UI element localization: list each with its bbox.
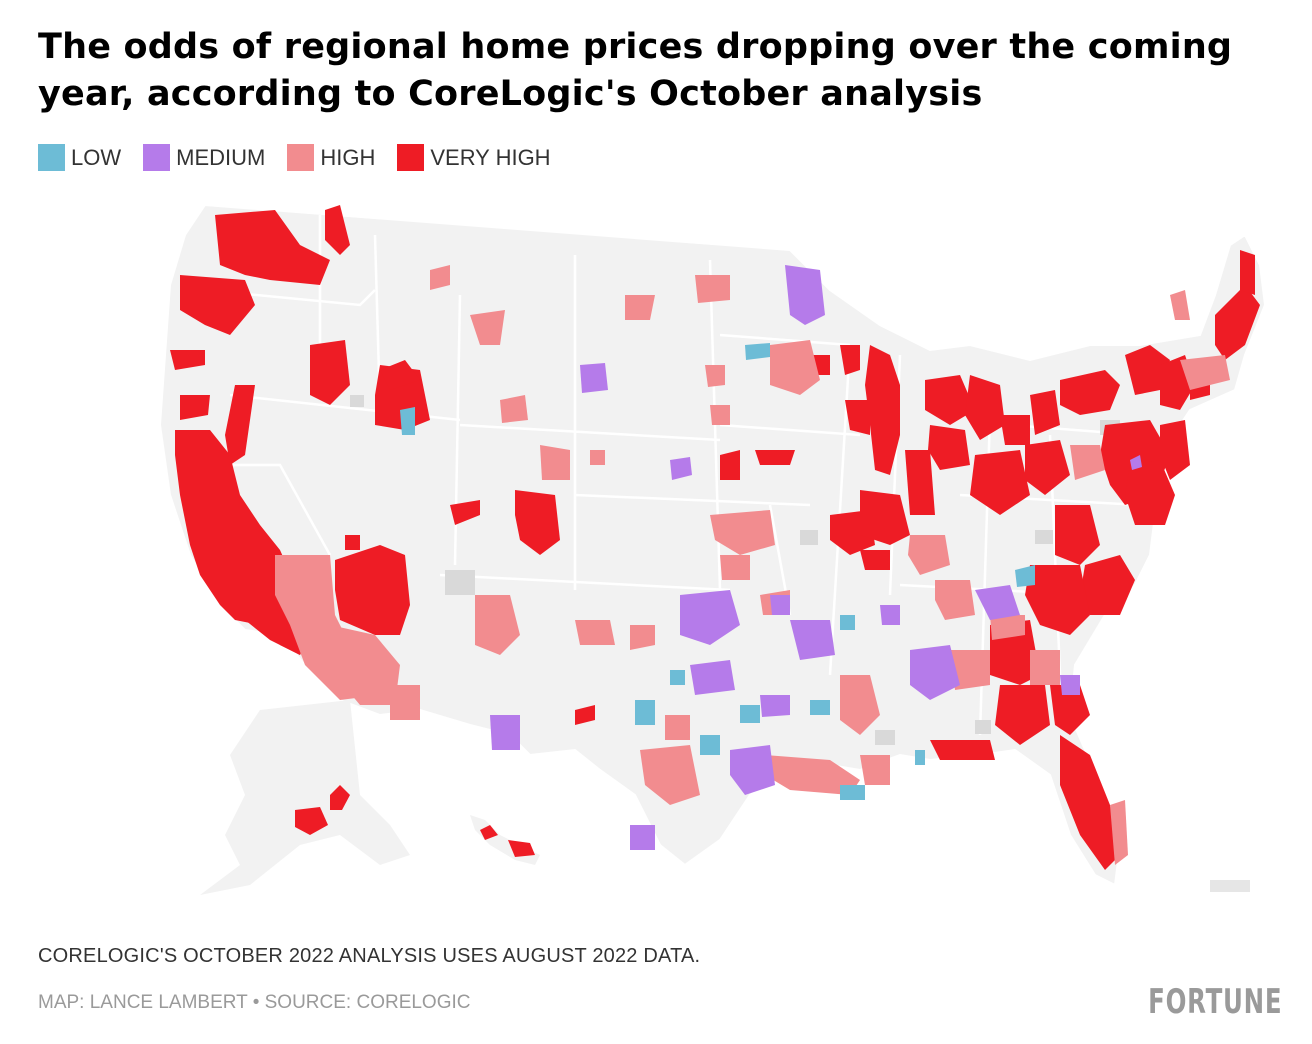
legend-label-very-high: VERY HIGH xyxy=(430,144,551,170)
legend: LOW MEDIUM HIGH VERY HIGH xyxy=(38,144,551,171)
legend-item-low: LOW xyxy=(38,144,121,171)
contiguous-us-land xyxy=(158,203,1267,887)
legend-swatch-high xyxy=(287,144,315,171)
legend-item-high: HIGH xyxy=(287,144,375,171)
legend-swatch-very-high xyxy=(397,144,425,171)
legend-label-high: HIGH xyxy=(320,144,376,170)
us-map xyxy=(30,195,1290,910)
legend-swatch-low xyxy=(38,144,65,171)
legend-label-medium: MEDIUM xyxy=(176,144,266,170)
regions-low xyxy=(400,343,1035,800)
land xyxy=(158,203,1267,895)
legend-label-low: LOW xyxy=(71,144,122,170)
chart-title: The odds of regional home prices droppin… xyxy=(38,27,1233,114)
regions-medium xyxy=(490,265,1142,850)
footnote: CORELOGIC'S OCTOBER 2022 ANALYSIS USES A… xyxy=(38,945,701,967)
legend-item-medium: MEDIUM xyxy=(143,144,265,171)
hawaii-land xyxy=(470,815,540,865)
puerto-rico-land xyxy=(1210,880,1250,892)
credit-line: MAP: LANCE LAMBERT • SOURCE: CORELOGIC xyxy=(38,992,471,1013)
legend-item-very-high: VERY HIGH xyxy=(397,144,551,171)
alaska-land xyxy=(200,700,410,895)
fortune-logo[interactable]: FORTUNE xyxy=(1147,982,1282,1022)
legend-swatch-medium xyxy=(143,144,171,171)
us-map-svg xyxy=(158,203,1267,895)
regions-high xyxy=(275,265,1230,865)
